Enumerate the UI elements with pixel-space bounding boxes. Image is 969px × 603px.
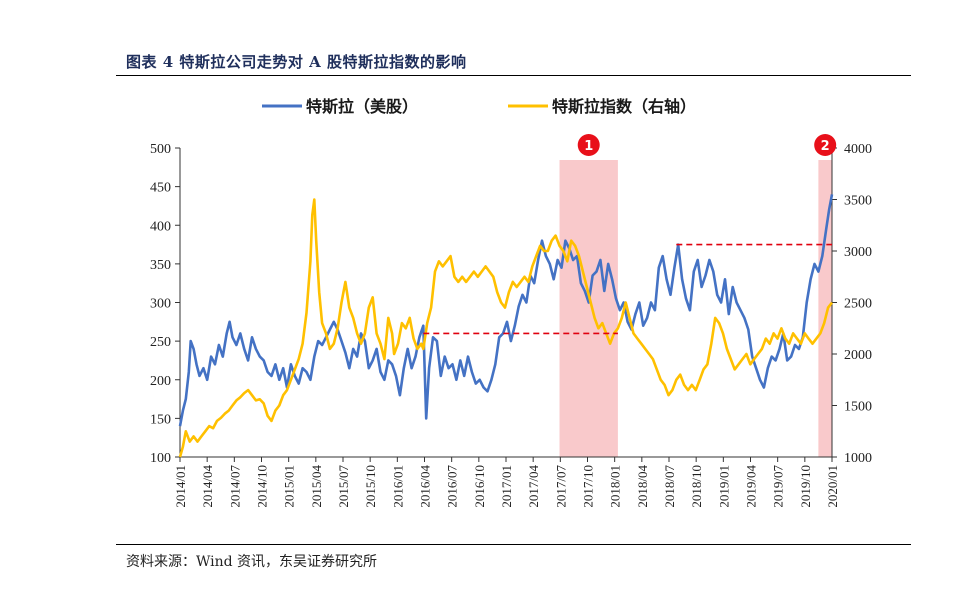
y-left-tick-label: 150: [150, 412, 171, 427]
y-right-tick-label: 3500: [844, 194, 872, 209]
title-rule: [116, 75, 911, 76]
x-tick-label: 2014/07: [227, 465, 242, 508]
x-tick-label: 2014/04: [200, 465, 215, 508]
x-tick-label: 2016/10: [472, 465, 487, 508]
reference-lines: [423, 243, 832, 335]
y-left-tick-label: 200: [150, 374, 171, 389]
y-left-tick-label: 100: [150, 451, 171, 466]
x-tick-label: 2014/10: [255, 465, 270, 508]
source-rule: [116, 544, 911, 545]
x-tick-label: 2019/07: [771, 465, 786, 508]
series-line-tesla-index: [178, 198, 834, 458]
x-tick-label: 2016/04: [418, 465, 433, 508]
series-line-tesla-us: [178, 194, 834, 427]
x-tick-label: 2014/01: [173, 465, 188, 508]
x-tick-label: 2017/07: [553, 465, 568, 508]
x-tick-label: 2020/01: [825, 465, 840, 508]
band-marker-1: [577, 134, 600, 156]
x-tick-label: 2017/01: [499, 465, 514, 508]
x-tick-label: 2017/04: [526, 465, 541, 508]
x-tick-label: 2015/07: [336, 465, 351, 508]
y-right-tick-label: 4000: [844, 142, 872, 157]
band-marker-label: 1: [584, 139, 593, 154]
axes: 100 150 200 250 300 350 400 450 500 1000 1500 2000 2…: [150, 142, 872, 508]
series-layer: [178, 194, 834, 458]
y-right-tick-label: 2000: [844, 348, 872, 363]
figure-title: 图表 4 特斯拉公司走势对 A 股特斯拉指数的影响: [126, 53, 467, 71]
legend: 特斯拉（美股） 特斯拉指数（右轴）: [262, 97, 696, 116]
highlight-band-2: [818, 160, 832, 457]
x-tick-label: 2015/10: [363, 465, 378, 508]
x-tick-label: 2018/01: [608, 465, 623, 508]
y-left-tick-label: 350: [150, 258, 171, 273]
x-tick-label: 2018/07: [662, 465, 677, 508]
x-tick-label: 2016/07: [445, 465, 460, 508]
legend-label-tesla-us: 特斯拉（美股）: [306, 97, 418, 116]
y-left-tick-label: 400: [150, 219, 171, 234]
x-tick-label: 2018/10: [689, 465, 704, 508]
y-right-tick-label: 2500: [844, 297, 872, 312]
x-tick-label: 2019/04: [744, 465, 759, 508]
y-right-tick-label: 1000: [844, 451, 872, 466]
x-tick-label: 2015/04: [309, 465, 324, 508]
legend-label-tesla-index: 特斯拉指数（右轴）: [552, 97, 696, 116]
y-left-tick-label: 450: [150, 181, 171, 196]
highlight-band-1: [559, 160, 618, 457]
x-tick-label: 2017/10: [581, 465, 596, 508]
band-marker-label: 2: [821, 139, 830, 154]
highlight-bands: [559, 160, 832, 457]
x-tick-label: 2019/10: [798, 465, 813, 508]
x-tick-label: 2019/01: [716, 465, 731, 508]
y-right-tick-label: 3000: [844, 245, 872, 260]
source-note: 资料来源：Wind 资讯，东吴证券研究所: [126, 554, 378, 570]
x-tick-label: 2016/01: [390, 465, 405, 508]
y-left-tick-label: 250: [150, 335, 171, 350]
y-left-tick-label: 500: [150, 142, 171, 157]
y-left-tick-label: 300: [150, 297, 171, 312]
x-tick-label: 2015/01: [282, 465, 297, 508]
y-right-tick-label: 1500: [844, 400, 872, 415]
x-tick-label: 2018/04: [635, 465, 650, 508]
band-marker-2: [814, 134, 837, 156]
